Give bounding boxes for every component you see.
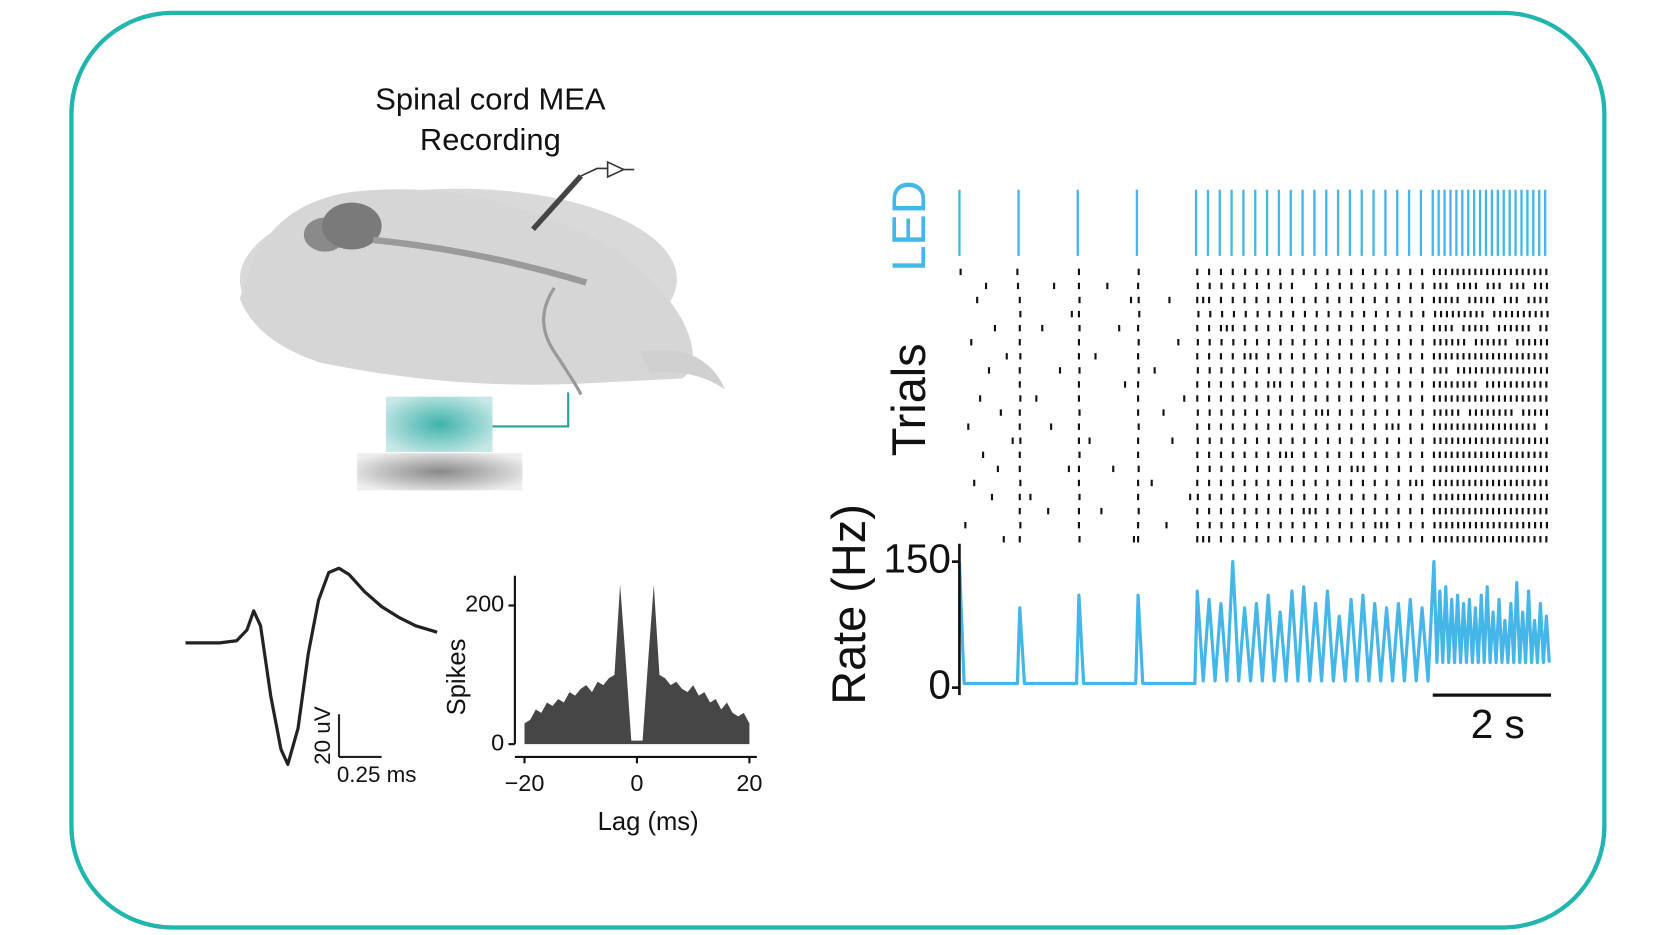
frame xyxy=(69,10,1607,930)
illustration-title: Spinal cord MEA xyxy=(375,81,606,116)
rate-line xyxy=(957,560,1551,686)
scalebar-y-label: 20 uV xyxy=(310,706,335,765)
waveform-line xyxy=(185,566,438,766)
y-tick-label: 150 xyxy=(883,535,951,581)
time-scalebar-label: 2 s xyxy=(1471,701,1525,747)
y-axis-label: Spikes xyxy=(443,639,471,716)
illustration-title: Recording xyxy=(420,122,561,157)
y-tick-label: 0 xyxy=(928,661,951,707)
x-tick-label: 0 xyxy=(630,770,643,796)
x-tick-label: −20 xyxy=(505,770,545,796)
correlogram-area xyxy=(524,584,750,745)
led-label: LED xyxy=(883,180,935,271)
x-axis-label: Lag (ms) xyxy=(598,808,699,836)
mouse-illustration xyxy=(239,160,725,491)
y-tick-label: 0 xyxy=(491,729,504,755)
y-axis-label: Rate (Hz) xyxy=(823,504,875,705)
scalebar-x-label: 0.25 ms xyxy=(337,762,417,787)
y-tick-label: 200 xyxy=(465,591,504,617)
x-tick-label: 20 xyxy=(736,770,762,796)
raster-label: Trials xyxy=(883,343,935,456)
